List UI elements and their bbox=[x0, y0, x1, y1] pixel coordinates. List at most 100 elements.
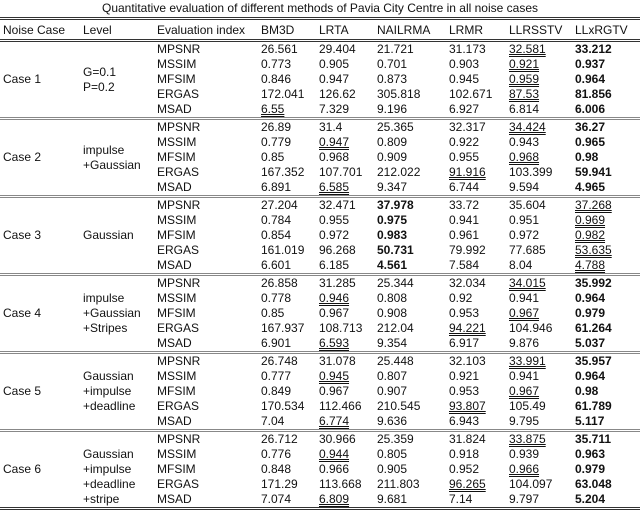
value-cell-wrapper: 31.173 bbox=[446, 41, 506, 58]
value-cell-wrapper: 107.701 bbox=[316, 165, 374, 180]
results-table: Noise Case Level Evaluation index BM3D LRTA N… bbox=[0, 17, 640, 510]
value-cell: 31.824 bbox=[449, 432, 486, 446]
evaluation-index-cell: MSSIM bbox=[157, 291, 197, 305]
value-cell: 0.784 bbox=[261, 213, 292, 227]
value-cell-wrapper: 0.953 bbox=[446, 384, 506, 399]
value-cell-wrapper: 0.947 bbox=[316, 72, 374, 87]
evaluation-index-cell: MSAD bbox=[157, 258, 192, 272]
level-line: Gaussian bbox=[83, 447, 134, 461]
value-cell-wrapper: 5.037 bbox=[572, 336, 640, 353]
value-cell: 6.601 bbox=[261, 258, 292, 272]
value-cell-wrapper: 103.399 bbox=[506, 165, 572, 180]
value-cell-wrapper: 0.944 bbox=[316, 447, 374, 462]
case-group: Case 5 Gaussian +impulse +deadline MPSNR 26.7… bbox=[0, 352, 640, 431]
value-cell-wrapper: 32.034 bbox=[446, 275, 506, 292]
value-cell-wrapper: 0.963 bbox=[572, 447, 640, 462]
value-cell: 0.903 bbox=[449, 57, 480, 71]
value-cell: 26.89 bbox=[261, 120, 292, 134]
table-row: ERGAS 167.937 108.713 212.04 94.221 104.946 61… bbox=[0, 321, 640, 336]
value-cell-wrapper: 7.329 bbox=[316, 102, 374, 119]
value-cell-wrapper: 0.964 bbox=[572, 72, 640, 87]
value-cell-wrapper: 29.404 bbox=[316, 41, 374, 58]
evaluation-index-cell: ERGAS bbox=[157, 87, 200, 101]
value-cell-wrapper: 31.078 bbox=[316, 353, 374, 370]
value-cell-wrapper: 0.966 bbox=[506, 462, 572, 477]
value-cell-wrapper: 0.955 bbox=[316, 213, 374, 228]
value-cell: 6.814 bbox=[509, 102, 540, 116]
value-cell-wrapper: 0.941 bbox=[506, 369, 572, 384]
value-cell: 0.873 bbox=[377, 72, 408, 86]
value-cell: 0.966 bbox=[509, 462, 540, 476]
value-cell: 9.797 bbox=[509, 492, 540, 506]
value-cell: 35.992 bbox=[575, 276, 612, 290]
value-cell-wrapper: 26.748 bbox=[258, 353, 316, 370]
evaluation-index-cell: MPSNR bbox=[157, 120, 201, 134]
value-cell-wrapper: 5.204 bbox=[572, 492, 640, 509]
value-cell: 107.701 bbox=[319, 165, 363, 179]
value-cell: 93.807 bbox=[449, 399, 486, 413]
value-cell-wrapper: 0.98 bbox=[572, 384, 640, 399]
evaluation-index-cell: MFSIM bbox=[157, 306, 196, 320]
value-cell: 7.329 bbox=[319, 102, 350, 116]
value-cell: 34.424 bbox=[509, 120, 546, 134]
value-cell: 6.55 bbox=[261, 102, 285, 116]
value-cell: 59.941 bbox=[575, 165, 612, 179]
value-cell-wrapper: 0.918 bbox=[446, 447, 506, 462]
value-cell: 0.941 bbox=[509, 369, 540, 383]
evaluation-index-cell: ERGAS bbox=[157, 165, 200, 179]
table-row: ERGAS 170.534 112.466 210.545 93.807 105.49 61… bbox=[0, 399, 640, 414]
table-row: MSSIM 0.784 0.955 0.975 0.941 0.951 0.969 bbox=[0, 213, 640, 228]
table-row: Case 2 impulse +Gaussian MPSNR 26.89 31.4 25.3… bbox=[0, 119, 640, 172]
evaluation-index-cell: MSAD bbox=[157, 414, 192, 428]
column-header: BM3D bbox=[261, 22, 295, 37]
value-cell: 0.979 bbox=[575, 462, 606, 476]
evaluation-index-cell: MFSIM bbox=[157, 150, 196, 164]
value-cell-wrapper: 0.951 bbox=[506, 213, 572, 228]
evaluation-index-cell: MFSIM bbox=[157, 72, 196, 86]
value-cell-wrapper: 33.72 bbox=[446, 197, 506, 214]
value-cell-wrapper: 94.221 bbox=[446, 321, 506, 336]
value-cell-wrapper: 0.965 bbox=[572, 135, 640, 150]
value-cell: 0.944 bbox=[319, 447, 350, 461]
value-cell-wrapper: 7.04 bbox=[258, 414, 316, 431]
evaluation-index-cell: ERGAS bbox=[157, 399, 200, 413]
value-cell: 0.908 bbox=[377, 306, 408, 320]
table-row: MFSIM 0.85 0.967 0.908 0.953 0.967 0.979 bbox=[0, 306, 640, 321]
level-cell: G=0.1 P=0.2 bbox=[80, 41, 154, 119]
value-cell-wrapper: 6.901 bbox=[258, 336, 316, 353]
value-cell-wrapper: 25.344 bbox=[374, 275, 446, 292]
value-cell: 161.019 bbox=[261, 243, 305, 257]
value-cell: 6.593 bbox=[319, 336, 350, 350]
value-cell-wrapper: 0.943 bbox=[506, 135, 572, 150]
value-cell-wrapper: 0.909 bbox=[374, 150, 446, 165]
value-cell: 9.876 bbox=[509, 336, 540, 350]
value-cell-wrapper: 0.947 bbox=[316, 135, 374, 150]
evaluation-index-cell: MPSNR bbox=[157, 276, 201, 290]
value-cell: 37.268 bbox=[575, 198, 612, 212]
value-cell-wrapper: 6.927 bbox=[446, 102, 506, 119]
value-cell-wrapper: 0.85 bbox=[258, 306, 316, 321]
value-cell: 6.943 bbox=[449, 414, 480, 428]
value-cell: 0.966 bbox=[319, 462, 350, 476]
noise-case-cell: Case 2 bbox=[3, 150, 42, 164]
value-cell: 25.344 bbox=[377, 276, 414, 290]
column-header: Level bbox=[83, 22, 112, 37]
value-cell-wrapper: 0.961 bbox=[446, 228, 506, 243]
value-cell: 79.992 bbox=[449, 243, 486, 257]
table-row: ERGAS 161.019 96.268 50.731 79.992 77.685 53.6… bbox=[0, 243, 640, 258]
evaluation-index-cell: MSAD bbox=[157, 492, 192, 506]
value-cell-wrapper: 61.264 bbox=[572, 321, 640, 336]
value-cell-wrapper: 0.848 bbox=[258, 462, 316, 477]
value-cell: 33.212 bbox=[575, 42, 612, 56]
level-line: Gaussian bbox=[83, 228, 134, 242]
value-cell-wrapper: 34.424 bbox=[506, 119, 572, 136]
case-group: Case 2 impulse +Gaussian MPSNR 26.89 31.4 25.3… bbox=[0, 118, 640, 197]
value-cell-wrapper: 0.846 bbox=[258, 72, 316, 87]
level-cell: impulse +Gaussian +Stripes bbox=[80, 275, 154, 353]
value-cell-wrapper: 0.967 bbox=[316, 306, 374, 321]
value-cell-wrapper: 93.807 bbox=[446, 399, 506, 414]
evaluation-index-cell: MSAD bbox=[157, 180, 192, 194]
value-cell: 26.858 bbox=[261, 276, 298, 290]
value-cell: 35.957 bbox=[575, 354, 612, 368]
value-cell-wrapper: 0.701 bbox=[374, 57, 446, 72]
